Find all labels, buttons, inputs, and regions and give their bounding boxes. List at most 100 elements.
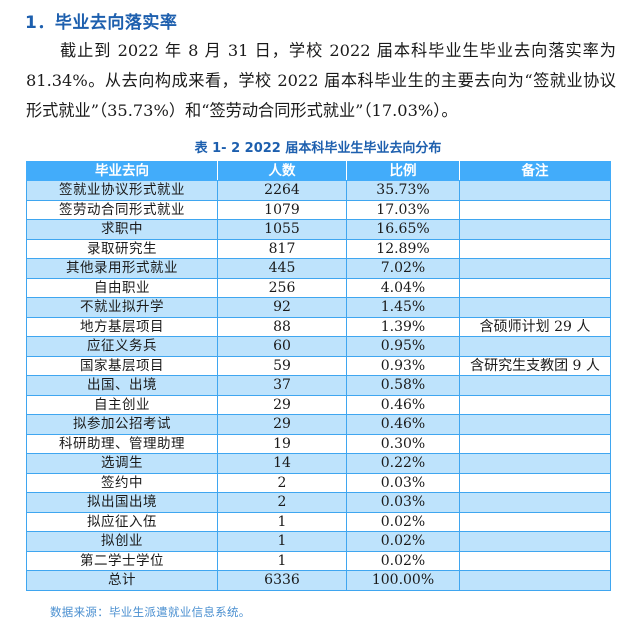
cell-count: 37 — [217, 375, 347, 396]
table-row: 科研助理、管理助理 19 0.30% — [26, 433, 611, 454]
summary-paragraph: 截止到 2022 年 8 月 31 日，学校 2022 届本科毕业生毕业去向落实… — [26, 36, 616, 126]
cell-ratio: 0.02% — [346, 511, 460, 532]
cell-destination: 第二学士学位 — [26, 550, 218, 571]
cell-ratio: 0.93% — [346, 355, 460, 376]
header-count: 人数 — [217, 161, 347, 181]
table-row: 拟参加公招考试 29 0.46% — [26, 414, 611, 435]
cell-ratio: 0.30% — [346, 433, 460, 454]
cell-count: 445 — [217, 258, 347, 279]
cell-count: 92 — [217, 297, 347, 318]
cell-note — [459, 394, 611, 415]
cell-ratio: 35.73% — [346, 180, 460, 201]
cell-note — [459, 258, 611, 279]
cell-note — [459, 199, 611, 220]
cell-count: 2 — [217, 472, 347, 493]
table-row: 第二学士学位 1 0.02% — [26, 550, 611, 571]
table-row: 拟出国出境 2 0.03% — [26, 492, 611, 513]
table-row: 出国、出境 37 0.58% — [26, 375, 611, 396]
cell-note: 含研究生支教团 9 人 — [459, 355, 611, 376]
table-row: 拟创业 1 0.02% — [26, 531, 611, 552]
cell-note — [459, 472, 611, 493]
cell-count: 60 — [217, 336, 347, 357]
cell-note — [459, 277, 611, 298]
header-ratio: 比例 — [346, 161, 460, 181]
table-body: 签就业协议形式就业 2264 35.73% 签劳动合同形式就业 1079 17.03% 求职… — [26, 180, 611, 591]
cell-destination: 出国、出境 — [26, 375, 218, 396]
destination-table: 毕业去向 人数 比例 备注 签就业协议形式就业 2264 35.73% 签劳动合同形式… — [26, 161, 611, 591]
cell-count: 1 — [217, 531, 347, 552]
table-row: 求职中 1055 16.65% — [26, 219, 611, 240]
cell-count: 88 — [217, 316, 347, 337]
cell-note — [459, 414, 611, 435]
cell-note — [459, 433, 611, 454]
cell-count: 1 — [217, 550, 347, 571]
cell-destination: 拟创业 — [26, 531, 218, 552]
cell-note — [459, 492, 611, 513]
cell-note — [459, 453, 611, 474]
cell-ratio: 1.39% — [346, 316, 460, 337]
table-row: 录取研究生 817 12.89% — [26, 238, 611, 259]
table-row: 自主创业 29 0.46% — [26, 394, 611, 415]
cell-destination: 科研助理、管理助理 — [26, 433, 218, 454]
cell-count: 2264 — [217, 180, 347, 201]
cell-ratio: 0.03% — [346, 472, 460, 493]
cell-destination: 签劳动合同形式就业 — [26, 199, 218, 220]
cell-count: 19 — [217, 433, 347, 454]
table-row: 国家基层项目 59 0.93% 含研究生支教团 9 人 — [26, 355, 611, 376]
cell-count: 1055 — [217, 219, 347, 240]
table-total-row: 总计 6336 100.00% — [26, 570, 611, 591]
cell-destination: 国家基层项目 — [26, 355, 218, 376]
cell-count: 14 — [217, 453, 347, 474]
cell-destination: 不就业拟升学 — [26, 297, 218, 318]
cell-ratio: 0.46% — [346, 414, 460, 435]
cell-ratio: 0.95% — [346, 336, 460, 357]
table-row: 应征义务兵 60 0.95% — [26, 336, 611, 357]
cell-destination: 其他录用形式就业 — [26, 258, 218, 279]
cell-ratio: 0.58% — [346, 375, 460, 396]
cell-note — [459, 550, 611, 571]
table-row: 地方基层项目 88 1.39% 含硕师计划 29 人 — [26, 316, 611, 337]
cell-count: 2 — [217, 492, 347, 513]
section-heading: 1．毕业去向落实率 — [25, 13, 178, 33]
cell-note — [459, 219, 611, 240]
cell-destination: 地方基层项目 — [26, 316, 218, 337]
cell-ratio: 16.65% — [346, 219, 460, 240]
cell-count: 29 — [217, 414, 347, 435]
cell-ratio: 7.02% — [346, 258, 460, 279]
table-row: 不就业拟升学 92 1.45% — [26, 297, 611, 318]
cell-destination: 拟应征入伍 — [26, 511, 218, 532]
table-caption: 表 1- 2 2022 届本科毕业生毕业去向分布 — [194, 141, 442, 156]
cell-note — [459, 531, 611, 552]
cell-destination: 求职中 — [26, 219, 218, 240]
cell-ratio: 12.89% — [346, 238, 460, 259]
cell-destination: 应征义务兵 — [26, 336, 218, 357]
cell-count: 817 — [217, 238, 347, 259]
cell-destination: 选调生 — [26, 453, 218, 474]
table-row: 拟应征入伍 1 0.02% — [26, 511, 611, 532]
cell-note — [459, 297, 611, 318]
cell-destination: 签就业协议形式就业 — [26, 180, 218, 201]
cell-destination: 拟出国出境 — [26, 492, 218, 513]
table-row: 自由职业 256 4.04% — [26, 277, 611, 298]
header-note: 备注 — [459, 161, 611, 181]
cell-count: 29 — [217, 394, 347, 415]
cell-count: 6336 — [217, 570, 347, 591]
table-row: 签约中 2 0.03% — [26, 472, 611, 493]
cell-destination: 自由职业 — [26, 277, 218, 298]
cell-ratio: 100.00% — [346, 570, 460, 591]
table-row: 选调生 14 0.22% — [26, 453, 611, 474]
cell-count: 256 — [217, 277, 347, 298]
cell-note — [459, 375, 611, 396]
cell-destination: 拟参加公招考试 — [26, 414, 218, 435]
cell-note: 含硕师计划 29 人 — [459, 316, 611, 337]
cell-destination: 总计 — [26, 570, 218, 591]
cell-ratio: 4.04% — [346, 277, 460, 298]
cell-destination: 录取研究生 — [26, 238, 218, 259]
cell-count: 1 — [217, 511, 347, 532]
cell-ratio: 0.03% — [346, 492, 460, 513]
cell-ratio: 1.45% — [346, 297, 460, 318]
table-header-row: 毕业去向 人数 比例 备注 — [26, 161, 611, 181]
cell-destination: 签约中 — [26, 472, 218, 493]
cell-note — [459, 570, 611, 591]
cell-ratio: 0.02% — [346, 550, 460, 571]
